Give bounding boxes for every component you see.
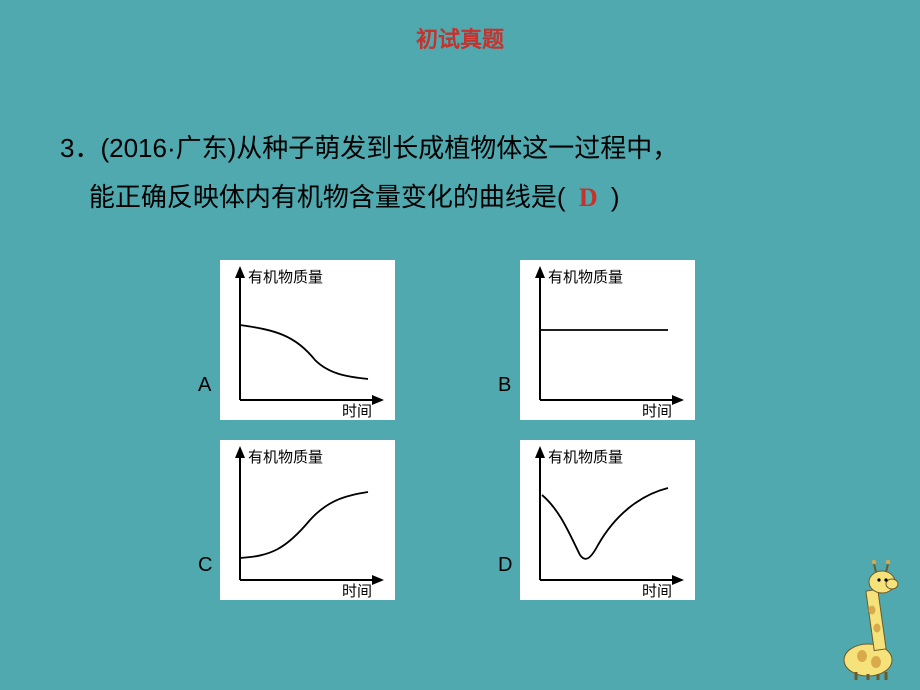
chart-B-xlabel: 时间 (642, 403, 672, 420)
chart-A-xlabel: 时间 (342, 403, 372, 420)
chart-B-svg: 有机物质量 时间 (520, 260, 695, 420)
chart-option-D: D 有机物质量 时间 (520, 440, 695, 605)
option-label-D: D (498, 554, 512, 577)
chart-D-xlabel: 时间 (642, 583, 672, 600)
slide-title: 初试真题 (0, 0, 920, 54)
question-text: 3．(2016·广东)从种子萌发到长成植物体这一过程中， 能正确反映体内有机物含… (0, 54, 920, 223)
chart-option-A: A 有机物质量 时间 (220, 260, 395, 425)
chart-A-svg: 有机物质量 时间 (220, 260, 395, 420)
chart-A-ylabel: 有机物质量 (248, 269, 323, 286)
chart-option-B: B 有机物质量 时间 (520, 260, 695, 425)
chart-option-C: C 有机物质量 时间 (220, 440, 395, 605)
chart-C-xlabel: 时间 (342, 583, 372, 600)
question-line2b: ) (611, 182, 620, 212)
chart-C-svg: 有机物质量 时间 (220, 440, 395, 600)
chart-D-ylabel: 有机物质量 (548, 449, 623, 466)
chart-C-ylabel: 有机物质量 (248, 449, 323, 466)
answer-letter: D (573, 183, 604, 212)
question-line2a: 能正确反映体内有机物含量变化的曲线是( (89, 182, 566, 212)
question-line1: 3．(2016·广东)从种子萌发到长成植物体这一过程中， (60, 133, 678, 163)
option-label-A: A (198, 374, 211, 397)
chart-B-ylabel: 有机物质量 (548, 269, 623, 286)
giraffe-icon (820, 550, 910, 680)
chart-D-svg: 有机物质量 时间 (520, 440, 695, 600)
option-label-C: C (198, 554, 212, 577)
option-label-B: B (498, 374, 511, 397)
charts-container: A 有机物质量 时间 B 有机物质量 时间 C (0, 260, 920, 660)
